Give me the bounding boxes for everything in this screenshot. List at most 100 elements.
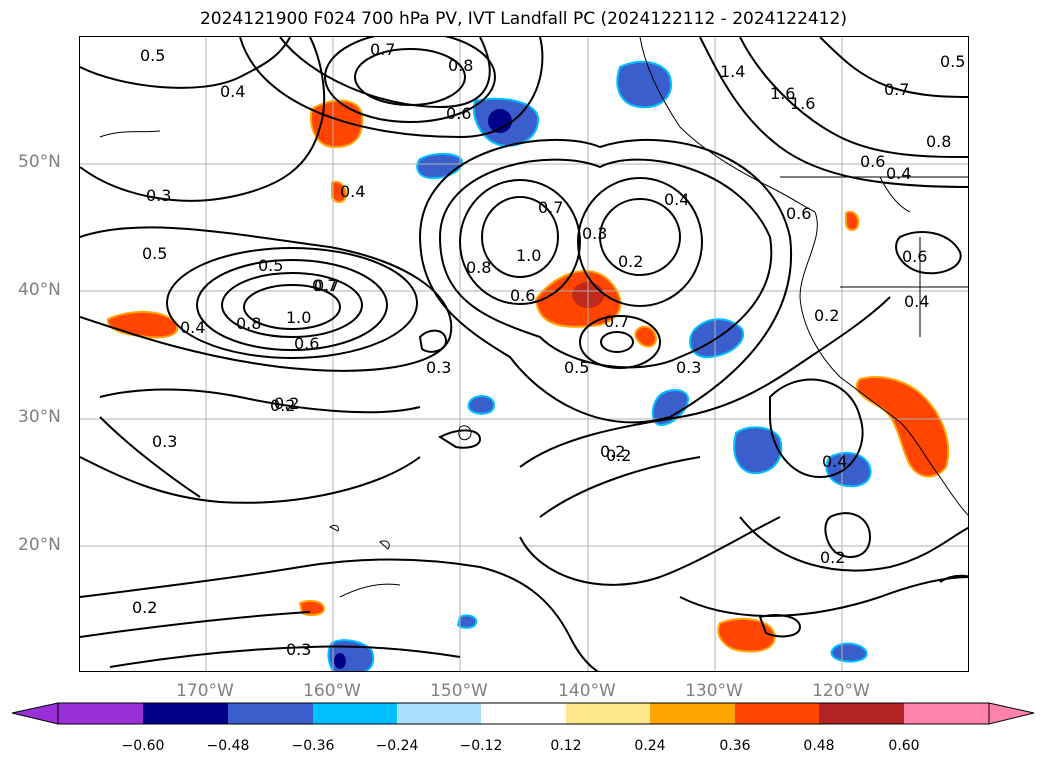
colorbar-tick: −0.12 — [459, 738, 503, 754]
contour-label: 0.6 — [510, 286, 535, 305]
pos-patch — [634, 325, 658, 348]
contour-label: 0.2 — [600, 442, 625, 461]
contour-label: 0.7 — [312, 276, 337, 295]
contour-label: 0.2 — [820, 548, 845, 567]
neg-patch — [467, 395, 496, 415]
graticule — [80, 37, 968, 671]
colorbar-tick: −0.36 — [291, 738, 335, 754]
contour-label: 0.3 — [146, 186, 171, 205]
contour-label: 0.4 — [664, 190, 689, 209]
neg-patch — [825, 451, 872, 488]
colorbar-outline — [57, 702, 990, 725]
contour-label: 0.4 — [220, 82, 245, 101]
neg-patch — [456, 614, 478, 629]
lat-label-50n: 50°N — [18, 152, 61, 172]
contour-label: 0.7 — [370, 40, 395, 59]
contour-label: 1.0 — [516, 246, 541, 265]
contour-label: 0.8 — [466, 258, 491, 277]
contour-label: 0.2 — [270, 396, 295, 415]
lon-label-120w: 120°W — [812, 681, 870, 701]
contour-label: 0.4 — [822, 452, 847, 471]
map-title: 2024121900 F024 700 hPa PV, IVT Landfall… — [199, 9, 847, 29]
contour-labels: 0.5 0.7 0.8 0.6 0.5 0.4 0.4 0.6 0.3 0.7 … — [132, 40, 965, 659]
colorbar-extend-max — [988, 702, 1035, 725]
pos-patch — [717, 617, 776, 653]
contour-label: 0.4 — [180, 318, 205, 337]
contour-label: 0.5 — [140, 46, 165, 65]
contour-label: 0.7 — [538, 198, 563, 217]
contour-label: 0.3 — [676, 358, 701, 377]
contour-label: 0.6 — [446, 104, 471, 123]
colorbar-segment — [650, 703, 735, 724]
contour-label: 0.6 — [294, 334, 319, 353]
contour-label: 0.7 — [884, 80, 909, 99]
colorbar-segment — [143, 703, 228, 724]
positive-shading — [106, 99, 950, 653]
pos-patch — [845, 210, 860, 231]
contour-label: 0.7 — [604, 312, 629, 331]
neg-patch-core — [488, 109, 512, 133]
lon-label-170w: 170°W — [176, 681, 234, 701]
colorbar-segment — [397, 703, 481, 724]
neg-patch — [651, 389, 690, 426]
neg-patch — [733, 426, 783, 475]
coastlines — [99, 37, 968, 598]
contour-label: 0.3 — [582, 224, 607, 243]
contour-label: 0.8 — [236, 314, 261, 333]
contour-label: 0.7 — [314, 276, 339, 295]
colorbar-tick: 0.24 — [634, 738, 666, 754]
colorbar-tick: −0.24 — [375, 738, 419, 754]
contour-label: 0.3 — [426, 358, 451, 377]
contour-label: 0.2 — [132, 598, 157, 617]
lon-label-150w: 150°W — [430, 681, 488, 701]
map-canvas: 0.5 0.7 0.8 0.6 0.5 0.4 0.4 0.6 0.3 0.7 … — [80, 37, 968, 671]
neg-patch — [616, 60, 672, 109]
contour-label: 0.5 — [940, 52, 965, 71]
colorbar-segment — [904, 703, 989, 724]
contour-label: 0.4 — [886, 164, 911, 183]
neg-patch — [416, 153, 464, 180]
contour-label: 0.5 — [564, 358, 589, 377]
contour-label: 0.3 — [152, 432, 177, 451]
contour-label: 0.2 — [618, 252, 643, 271]
pv-contours — [80, 37, 968, 671]
map-panel: 0.5 0.7 0.8 0.6 0.5 0.4 0.4 0.6 0.3 0.7 … — [79, 36, 969, 672]
contour-label: 0.3 — [286, 640, 311, 659]
colorbar-segment — [228, 703, 313, 724]
contour-label: 0.2 — [606, 446, 631, 465]
colorbar — [11, 702, 1035, 725]
contour-label: 1.6 — [770, 84, 795, 103]
lat-label-40n: 40°N — [18, 280, 61, 300]
pos-patch — [331, 180, 348, 203]
pos-patch — [106, 310, 179, 339]
contour-label: 0.4 — [904, 292, 929, 311]
colorbar-tick: 0.60 — [888, 738, 920, 754]
neg-patch-core — [334, 653, 346, 669]
contour-label: 1.6 — [790, 94, 815, 113]
contour-label: 0.4 — [340, 182, 365, 201]
contour-label: 0.2 — [814, 306, 839, 325]
contour-label: 0.8 — [926, 132, 951, 151]
colorbar-tick: −0.48 — [206, 738, 250, 754]
colorbar-tick: 0.12 — [550, 738, 582, 754]
lat-label-30n: 30°N — [18, 407, 61, 427]
contour-label: 0.6 — [786, 204, 811, 223]
colorbar-segment — [58, 703, 143, 724]
colorbar-tick: 0.48 — [803, 738, 835, 754]
lon-label-160w: 160°W — [303, 681, 361, 701]
colorbar-segment — [735, 703, 819, 724]
contour-label: 0.2 — [274, 394, 299, 413]
contour-label: 0.6 — [860, 152, 885, 171]
colorbar-tick: −0.60 — [121, 738, 165, 754]
contour-label: 1.4 — [720, 62, 745, 81]
contour-label: 0.5 — [258, 256, 283, 275]
colorbar-segment — [313, 703, 397, 724]
colorbar-segment — [566, 703, 650, 724]
neg-patch — [830, 642, 868, 663]
contour-label: 0.6 — [902, 247, 927, 266]
contour-label: 0.5 — [142, 244, 167, 263]
lat-label-20n: 20°N — [18, 535, 61, 555]
neg-patch — [327, 639, 375, 671]
pos-patch — [855, 376, 950, 478]
contour-label: 1.0 — [286, 308, 311, 327]
